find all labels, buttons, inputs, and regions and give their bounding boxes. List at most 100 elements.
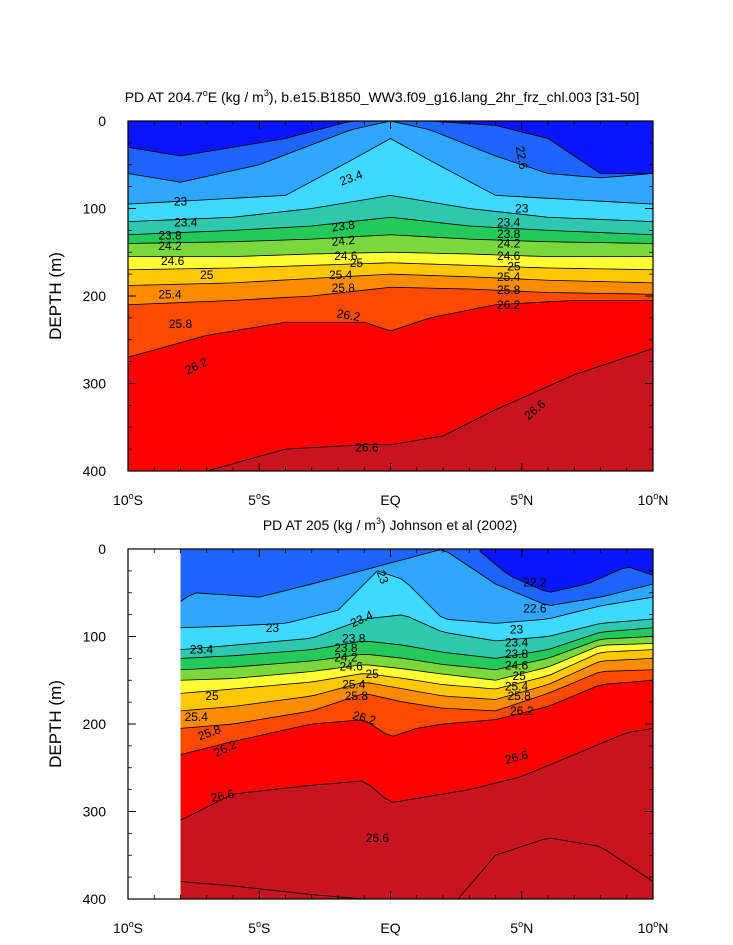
y-tick-label: 200 <box>83 288 107 304</box>
contour-label: 23.8 <box>505 647 529 661</box>
y-tick-label: 0 <box>98 113 106 129</box>
contour-label: 25 <box>512 669 526 683</box>
panel-top: PD AT 204.7oE (kg / m3), b.e15.B1850_WW3… <box>46 88 668 508</box>
contour-label: 26.6 <box>355 440 379 454</box>
contour-label: 25.4 <box>497 270 521 284</box>
x-tick-label: 10oS <box>113 491 143 508</box>
isopycnal-26-6 <box>180 727 653 821</box>
isopycnal-23-8 <box>180 627 653 659</box>
contour-label: 26.2 <box>336 306 362 324</box>
panel-top-ylabel: DEPTH (m) <box>46 252 65 340</box>
y-tick-label: 400 <box>83 891 107 907</box>
x-tick-label: 10oN <box>638 491 669 508</box>
isopycnal-25 <box>180 649 653 694</box>
contour-label: 25 <box>200 268 214 282</box>
x-tick-label: EQ <box>380 492 400 508</box>
contour-label: 23.4 <box>190 643 214 657</box>
panel-bottom-title: PD AT 205 (kg / m3) Johnson et al (2002) <box>263 516 517 533</box>
x-tick-label: 5oS <box>248 491 270 508</box>
panel-top-title: PD AT 204.7oE (kg / m3), b.e15.B1850_WW3… <box>125 88 640 105</box>
isopycnal-25-8 <box>180 669 653 729</box>
contour-label: 25.8 <box>345 689 369 703</box>
contour-label: 23.8 <box>158 229 182 243</box>
isopycnal-25-4 <box>180 657 653 712</box>
isopycnal-26-6 <box>203 348 653 471</box>
isopycnal-22-2 <box>128 121 653 174</box>
isopycnal-25 <box>128 262 653 271</box>
contour-label: 24.6 <box>161 254 185 268</box>
x-tick-label: 5oS <box>248 919 270 936</box>
isopycnal-26-2 <box>128 299 653 358</box>
y-tick-label: 300 <box>83 376 107 392</box>
contour-label: 25 <box>507 259 521 273</box>
contour-label: 23.8 <box>331 217 356 234</box>
isopycnal-23-4 <box>128 194 653 223</box>
contour-label: 24.6 <box>339 659 363 673</box>
y-tick-label: 100 <box>83 629 107 645</box>
contour-label: 23.4 <box>497 216 521 230</box>
contour-label: 26.6 <box>366 831 390 845</box>
panel-bottom-contour-lines <box>180 549 653 899</box>
isopycnal-24-2 <box>128 234 653 244</box>
isopycnal-24-2 <box>180 636 653 671</box>
isopycnal-24-6 <box>180 643 653 681</box>
isopycnal-23 <box>128 138 653 205</box>
x-tick-label: 10oN <box>638 919 669 936</box>
contour-label: 24.6 <box>334 249 358 263</box>
y-tick-label: 400 <box>83 463 107 479</box>
y-tick-label: 0 <box>98 541 106 557</box>
contour-label: 22.2 <box>523 575 547 589</box>
contour-label: 22.6 <box>513 145 531 171</box>
contour-label: 26.2 <box>351 708 377 728</box>
contour-label: 25.4 <box>185 710 209 724</box>
isopycnal-23-4 <box>180 614 653 651</box>
x-tick-label: EQ <box>380 920 400 936</box>
contour-label: 25 <box>350 256 364 270</box>
isopycnal-24-6 <box>128 251 653 258</box>
contour-label: 22.6 <box>523 602 547 616</box>
isopycnal-26-2 <box>180 679 653 756</box>
contour-label: 25.8 <box>332 281 356 295</box>
x-tick-label: 5oN <box>510 919 533 936</box>
panel-bottom-density-field <box>180 549 653 899</box>
panel-top-axis-ticks: 0 100 200 300 400 10oS 5oS EQ 5oN 10oN <box>83 113 669 508</box>
contour-label: 23 <box>374 568 392 586</box>
contour-label: 25.4 <box>158 287 182 301</box>
isopycnal-25-8 <box>128 286 653 306</box>
panel-bottom-axis-ticks: 0 100 200 300 400 10oS 5oS EQ 5oN 10oN <box>83 541 669 936</box>
panel-top-contour-lines <box>128 121 653 471</box>
y-tick-label: 100 <box>83 201 107 217</box>
contour-label: 25.4 <box>505 679 529 693</box>
contour-label: 25.8 <box>497 283 521 297</box>
contour-label: 25.8 <box>507 689 531 703</box>
isopycnal-25-4 <box>128 273 653 286</box>
contour-label: 23 <box>266 621 280 635</box>
contour-label: 26.2 <box>497 298 521 312</box>
contour-label: 26.6 <box>503 747 529 767</box>
isopycnal-22-6 <box>128 121 653 183</box>
panel-bottom-ylabel: DEPTH (m) <box>46 680 65 768</box>
contour-label: 25 <box>205 689 219 703</box>
isopycnal-22-6 <box>180 549 653 606</box>
contour-label: 24.2 <box>334 651 358 665</box>
isopycnal-27 <box>180 837 653 899</box>
isopycnal-23 <box>180 570 653 629</box>
contour-label: 23.8 <box>497 227 521 241</box>
contour-label: 24.6 <box>497 249 521 263</box>
contour-label: 23.4 <box>505 636 529 650</box>
contour-label: 24.6 <box>505 658 529 672</box>
contour-label: 23.4 <box>174 216 198 230</box>
y-tick-label: 300 <box>83 804 107 820</box>
contour-label: 23 <box>174 195 188 209</box>
contour-label: 26.6 <box>210 786 236 805</box>
x-tick-label: 5oN <box>510 491 533 508</box>
isopycnal-23-8 <box>128 216 653 236</box>
contour-label: 23.8 <box>334 641 358 655</box>
density-band-22-2 <box>128 121 653 174</box>
y-tick-label: 200 <box>83 716 107 732</box>
contour-label: 23 <box>515 202 529 216</box>
contour-label: 24.2 <box>331 233 356 249</box>
